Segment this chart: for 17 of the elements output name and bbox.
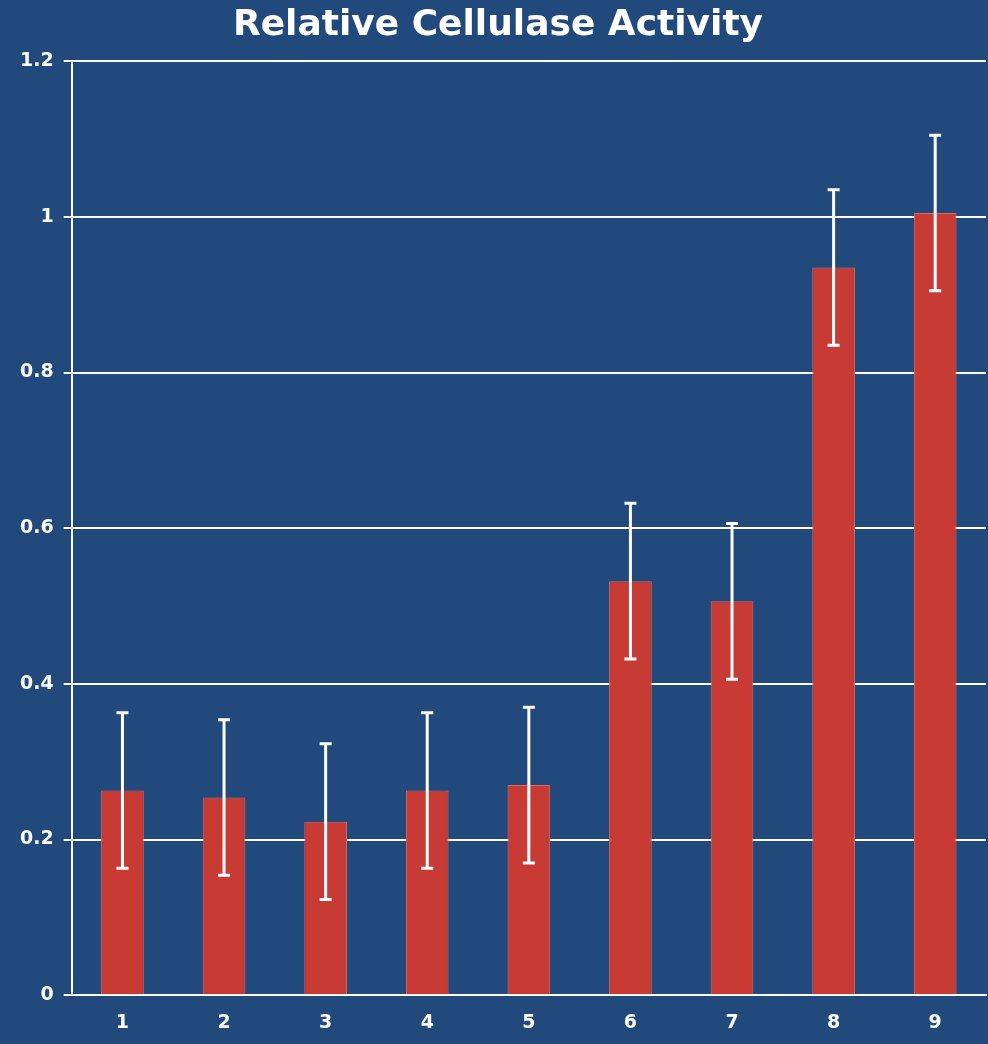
x-tick-label: 5	[522, 1009, 536, 1032]
x-tick-label: 9	[928, 1009, 942, 1032]
chart-title: Relative Cellulase Activity	[232, 1, 764, 43]
x-tick-label: 1	[115, 1009, 130, 1032]
x-tick-label: 2	[217, 1009, 231, 1032]
y-tick-label: 0.8	[19, 359, 54, 382]
x-tick-label: 7	[725, 1009, 739, 1032]
y-tick-label: 0.6	[19, 515, 54, 538]
x-tick-label: 6	[623, 1009, 638, 1032]
x-tick-label: 8	[826, 1009, 841, 1032]
x-tick-label: 3	[319, 1009, 333, 1032]
y-tick-label: 1.2	[19, 48, 54, 71]
y-tick-label: 0.4	[19, 670, 54, 693]
x-tick-label: 4	[420, 1009, 434, 1032]
y-tick-label: 1	[40, 203, 54, 226]
y-tick-label: 0.2	[19, 826, 54, 849]
y-tick-label: 0	[40, 982, 54, 1005]
